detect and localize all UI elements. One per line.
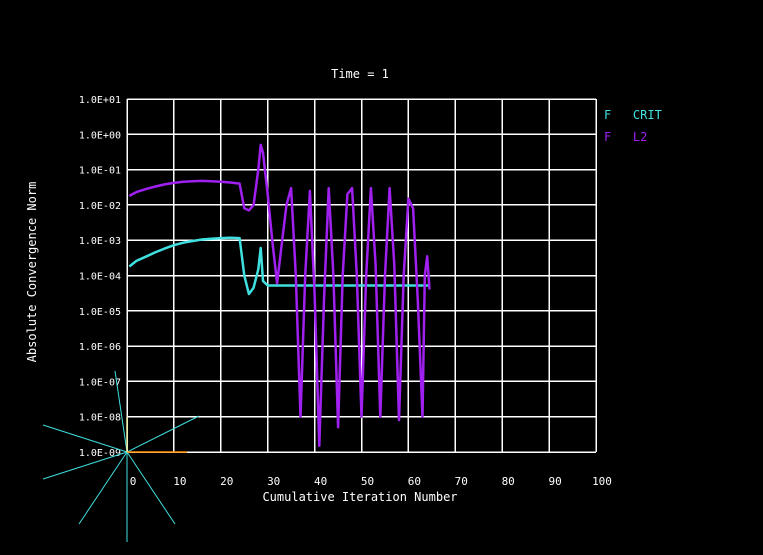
y-tick-label: 1.0E-06 [79,342,121,353]
y-tick-label: 1.0E-07 [79,377,121,388]
x-tick-label: 40 [314,475,327,488]
triad-line [78,451,128,525]
x-tick-label: 90 [548,475,561,488]
legend-entry: F CRIT [604,108,662,122]
y-tick-label: 1.0E-02 [79,201,121,212]
x-tick-label: 0 [130,475,137,488]
x-tick-label: 100 [592,475,612,488]
triad-line [126,451,176,525]
series-line-crit [128,236,430,296]
y-tick-label: 1.0E-03 [79,236,121,247]
y-tick-label: 1.0E+01 [79,95,121,106]
x-tick-label: 60 [408,475,421,488]
x-tick-label: 70 [455,475,468,488]
legend-entry: F L2 [604,130,647,144]
triad-line [114,370,128,453]
x-tick-label: 80 [502,475,515,488]
x-tick-label: 30 [267,475,280,488]
y-tick-label: 1.0E-08 [79,413,121,424]
y-tick-label: 1.0E-09 [79,448,121,459]
chart-title: Time = 1 [331,67,389,81]
legend: F CRIT F L2 [604,108,662,144]
x-axis-label: Cumulative Iteration Number [262,490,457,504]
y-tick-label: 1.0E-05 [79,307,121,318]
x-tick-label: 50 [361,475,374,488]
y-tick-label: 1.0E-04 [79,272,121,283]
triad-line [42,424,128,453]
x-tick-labels: 0 10 20 30 40 50 60 70 80 90 100 [130,475,612,488]
series-lines [128,143,431,448]
y-tick-label: 1.0E+00 [79,130,121,141]
x-tick-label: 20 [220,475,233,488]
triad-line [126,415,200,453]
x-tick-label: 10 [173,475,186,488]
coordinate-triad-icon [42,370,200,542]
y-tick-labels: 1.0E-09 1.0E-08 1.0E-07 1.0E-06 1.0E-05 1.0E-… [79,95,121,459]
y-axis-label: Absolute Convergence Norm [25,182,39,363]
y-tick-label: 1.0E-01 [79,166,121,177]
triad-line [42,451,128,480]
grid [126,98,597,453]
series-line-l2 [128,143,431,448]
